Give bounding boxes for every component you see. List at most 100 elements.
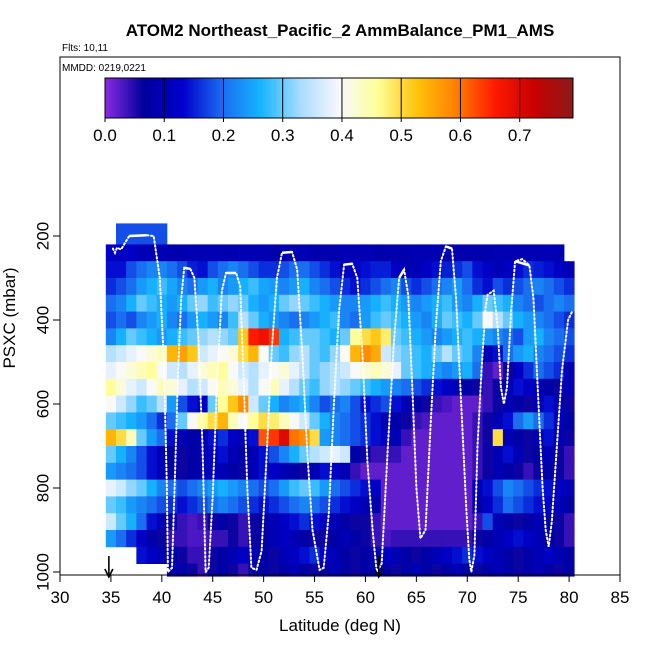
heatmap-cell	[319, 395, 331, 413]
heatmap-cell	[289, 546, 300, 564]
heatmap-cell	[136, 294, 147, 312]
heatmap-cell	[523, 294, 534, 312]
heatmap-cell	[289, 395, 300, 413]
heatmap-cell	[278, 513, 290, 531]
heatmap-cell	[523, 479, 534, 497]
heatmap-cell	[197, 563, 209, 577]
heatmap-cell	[248, 261, 259, 279]
heatmap-cell	[228, 412, 239, 430]
heatmap-cell	[462, 362, 473, 380]
heatmap-cell	[533, 311, 545, 329]
heatmap-cell	[431, 244, 443, 262]
heatmap-cell	[126, 462, 137, 480]
heatmap-cell	[197, 530, 209, 548]
heatmap-cell	[299, 261, 310, 279]
heatmap-cell	[553, 530, 565, 548]
heatmap-cell	[329, 278, 341, 296]
y-axis-label: PSXC (mbar)	[0, 267, 19, 368]
heatmap-cell	[482, 479, 494, 497]
heatmap-cell	[513, 362, 524, 380]
heatmap-cell	[533, 345, 545, 363]
heatmap-cell	[441, 462, 453, 480]
heatmap-cell	[350, 429, 361, 447]
heatmap-cell	[452, 462, 463, 480]
heatmap-cell	[441, 261, 453, 279]
heatmap-cell	[166, 362, 178, 380]
heatmap-cell	[492, 294, 504, 312]
heatmap-cell	[441, 530, 453, 548]
heatmap-cell	[431, 446, 443, 464]
heatmap-cell	[553, 496, 565, 514]
heatmap-cell	[177, 563, 188, 577]
heatmap-cell	[452, 496, 463, 514]
heatmap-cell	[177, 294, 188, 312]
heatmap-cell	[299, 479, 310, 497]
heatmap-cell	[472, 563, 483, 577]
heatmap-cell	[370, 479, 382, 497]
heatmap-cell	[543, 429, 555, 447]
heatmap-cell	[248, 378, 259, 396]
heatmap-cell	[289, 345, 300, 363]
heatmap-cell	[187, 395, 198, 413]
heatmap-cell	[502, 395, 514, 413]
heatmap-cell	[380, 328, 392, 346]
heatmap-cell	[482, 546, 494, 564]
heatmap-cell	[370, 496, 382, 514]
heatmap-cell	[309, 378, 321, 396]
heatmap-cell	[431, 362, 443, 380]
heatmap-cell	[116, 513, 127, 531]
heatmap-cell	[513, 429, 524, 447]
heatmap-cell	[350, 446, 361, 464]
heatmap-cell	[431, 429, 443, 447]
heatmap-cell	[553, 362, 565, 380]
heatmap-cell	[258, 462, 270, 480]
heatmap-cell	[228, 244, 239, 262]
colorbar-tick-label: 0.4	[330, 126, 354, 145]
heatmap-cell	[177, 311, 188, 329]
heatmap-cell	[228, 345, 239, 363]
heatmap-cell	[401, 294, 412, 312]
flight-track	[111, 233, 574, 576]
heatmap-cell	[462, 345, 473, 363]
heatmap-cell	[350, 362, 361, 380]
heatmap-cell	[146, 311, 158, 329]
heatmap-cell	[492, 378, 504, 396]
heatmap-cell	[564, 311, 575, 329]
heatmap-cell	[421, 530, 433, 548]
heatmap-cell	[187, 362, 198, 380]
heatmap-cell	[492, 244, 504, 262]
heatmap-cell	[431, 345, 443, 363]
heatmap-cell	[543, 563, 555, 577]
heatmap-cell	[421, 278, 433, 296]
heatmap-cell	[492, 345, 504, 363]
heatmap-cell	[502, 530, 514, 548]
heatmap-cell	[380, 546, 392, 564]
heatmap-cell	[513, 513, 524, 531]
heatmap-cell	[146, 328, 158, 346]
heatmap-cell	[136, 261, 147, 279]
heatmap-cell	[360, 496, 371, 514]
heatmap-cell	[126, 261, 137, 279]
heatmap-cell	[156, 429, 168, 447]
heatmap-cell	[390, 546, 402, 564]
heatmap-cell	[492, 563, 504, 577]
heatmap-cell	[492, 412, 504, 430]
heatmap-cell	[452, 362, 463, 380]
heatmap-cell	[401, 530, 412, 548]
heatmap-cell	[156, 294, 168, 312]
heatmap-cell	[329, 429, 341, 447]
heatmap-cell	[401, 261, 412, 279]
heatmap-cell	[187, 311, 198, 329]
heatmap-cell	[238, 530, 249, 548]
heatmap-cell	[482, 530, 494, 548]
heatmap-cell	[319, 244, 331, 262]
heatmap-cell	[340, 328, 351, 346]
heatmap-cell	[543, 311, 555, 329]
heatmap-cell	[441, 395, 453, 413]
heatmap-cell	[502, 412, 514, 430]
heatmap-cell	[197, 345, 209, 363]
heatmap-cell	[492, 462, 504, 480]
heatmap-cell	[248, 345, 259, 363]
heatmap-cell	[329, 446, 341, 464]
heatmap-cell	[268, 244, 280, 262]
